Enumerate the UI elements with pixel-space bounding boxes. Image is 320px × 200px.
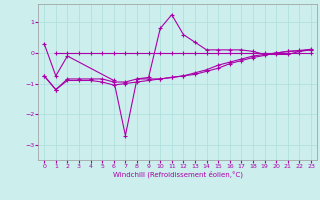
X-axis label: Windchill (Refroidissement éolien,°C): Windchill (Refroidissement éolien,°C) <box>113 171 243 178</box>
